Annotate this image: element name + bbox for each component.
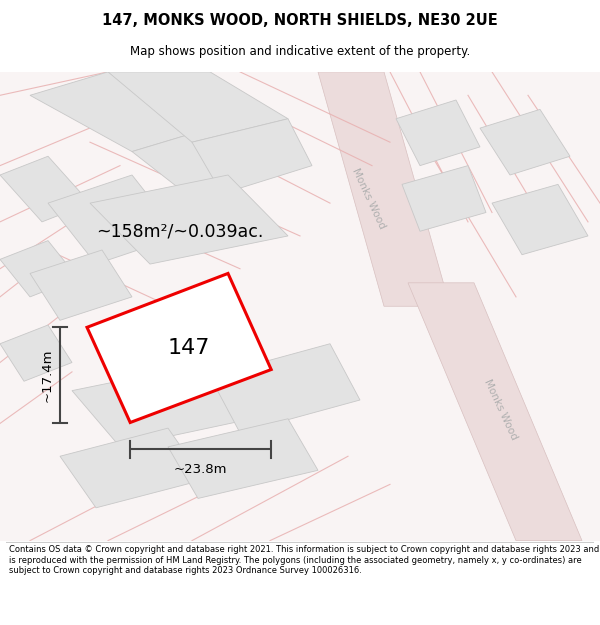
Polygon shape [48,175,180,264]
Polygon shape [0,156,90,222]
Polygon shape [87,274,271,422]
Polygon shape [72,362,252,447]
Polygon shape [168,419,318,499]
Polygon shape [0,241,78,297]
Polygon shape [90,175,288,264]
Text: ~17.4m: ~17.4m [40,348,53,402]
Polygon shape [408,282,582,541]
Polygon shape [60,428,204,508]
Polygon shape [30,72,210,151]
Text: 147, MONKS WOOD, NORTH SHIELDS, NE30 2UE: 147, MONKS WOOD, NORTH SHIELDS, NE30 2UE [102,12,498,28]
Text: Monks Wood: Monks Wood [482,378,520,441]
Polygon shape [0,325,72,381]
Polygon shape [480,109,570,175]
Polygon shape [192,119,312,194]
Polygon shape [108,72,288,142]
Text: ~158m²/~0.039ac.: ~158m²/~0.039ac. [97,222,263,240]
Polygon shape [396,100,480,166]
Polygon shape [132,128,270,199]
Polygon shape [318,72,450,306]
Polygon shape [30,250,132,320]
Text: 147: 147 [168,339,210,358]
Polygon shape [402,166,486,231]
Polygon shape [492,184,588,255]
Text: Map shows position and indicative extent of the property.: Map shows position and indicative extent… [130,45,470,58]
Text: Contains OS data © Crown copyright and database right 2021. This information is : Contains OS data © Crown copyright and d… [9,545,599,575]
Polygon shape [210,344,360,432]
Text: ~23.8m: ~23.8m [174,463,227,476]
Text: Monks Wood: Monks Wood [350,166,388,231]
